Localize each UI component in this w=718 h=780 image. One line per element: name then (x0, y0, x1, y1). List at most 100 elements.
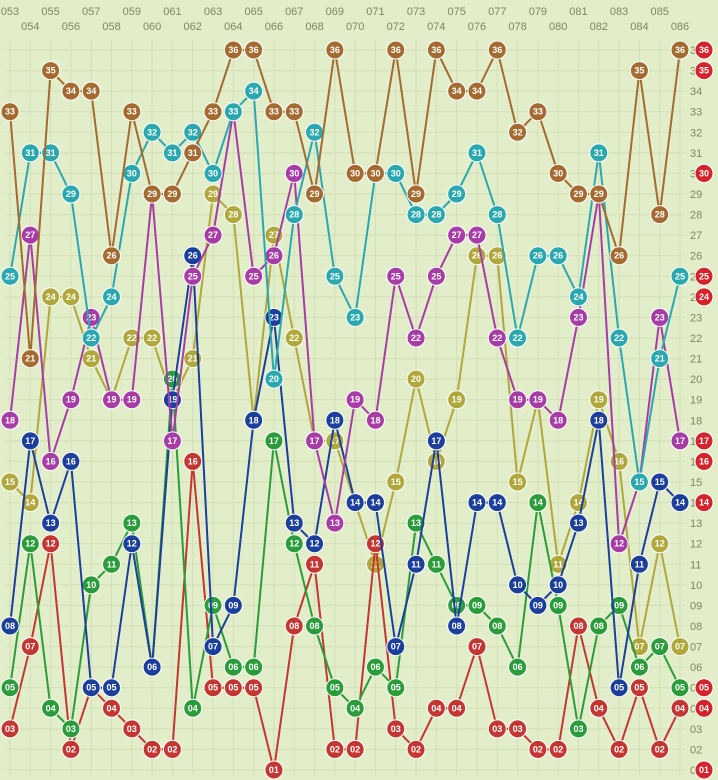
data-point-label: 04 (188, 703, 198, 713)
data-point-label: 17 (25, 436, 35, 446)
y-axis-label: 06 (690, 662, 702, 674)
x-axis-label: 067 (285, 6, 303, 18)
y-axis-label: 10 (690, 580, 702, 592)
y-axis-label: 27 (690, 230, 702, 242)
data-point-label: 12 (289, 539, 299, 549)
data-point-label: 34 (452, 86, 462, 96)
data-point-label: 03 (513, 724, 523, 734)
data-point-label: 28 (655, 210, 665, 220)
data-point-label: 05 (249, 683, 259, 693)
data-point-label: 19 (533, 395, 543, 405)
data-point-label: 26 (107, 251, 117, 261)
data-point-label: 28 (411, 210, 421, 220)
data-point-label: 24 (46, 292, 56, 302)
data-point-label: 06 (513, 662, 523, 672)
data-point-label: 22 (411, 333, 421, 343)
data-point-label: 27 (452, 230, 462, 240)
data-point-label: 34 (472, 86, 482, 96)
data-point-label: 02 (614, 744, 624, 754)
data-point-label: 17 (431, 436, 441, 446)
data-point-label: 12 (25, 539, 35, 549)
data-point-label: 10 (513, 580, 523, 590)
data-point-label: 29 (167, 189, 177, 199)
data-point-label: 09 (208, 600, 218, 610)
data-point-label: 18 (249, 415, 259, 425)
data-point-label: 15 (391, 477, 401, 487)
data-point-label: 05 (228, 683, 238, 693)
data-point-label: 16 (188, 456, 198, 466)
data-point-label: 07 (675, 642, 685, 652)
data-point-label: 02 (330, 744, 340, 754)
data-point-label: 14 (492, 498, 502, 508)
y-axis-label: 08 (690, 621, 702, 633)
data-point-label: 02 (553, 744, 563, 754)
x-axis-label: 082 (590, 21, 608, 33)
data-point-label: 15 (655, 477, 665, 487)
y-axis-label: 02 (690, 744, 702, 756)
y-axis-label: 26 (690, 251, 702, 263)
data-point-label: 14 (370, 498, 380, 508)
data-point-label: 31 (46, 148, 56, 158)
series-teal: 2531312922243032313230333420283225233030… (1, 82, 689, 491)
data-point-label: 11 (411, 559, 421, 569)
data-point-label: 05 (86, 683, 96, 693)
data-point-label: 23 (573, 312, 583, 322)
y-axis-label: 18 (690, 415, 702, 427)
x-axis-label: 065 (244, 6, 262, 18)
data-point-label: 28 (228, 210, 238, 220)
data-point-label: 35 (634, 66, 644, 76)
right-marker-label: 14 (699, 498, 709, 508)
data-point-label: 22 (127, 333, 137, 343)
data-point-label: 04 (46, 703, 56, 713)
data-point-label: 09 (553, 600, 563, 610)
data-point-label: 29 (147, 189, 157, 199)
x-axis-label: 085 (651, 6, 669, 18)
x-axis-label: 073 (407, 6, 425, 18)
data-point-label: 22 (513, 333, 523, 343)
data-point-label: 19 (107, 395, 117, 405)
data-point-label: 34 (66, 86, 76, 96)
data-point-label: 13 (127, 518, 137, 528)
data-point-label: 14 (472, 498, 482, 508)
y-axis-label: 19 (690, 395, 702, 407)
right-marker-label: 16 (699, 456, 709, 466)
data-point-label: 30 (350, 168, 360, 178)
data-point-label: 18 (594, 415, 604, 425)
data-point-label: 18 (370, 415, 380, 425)
x-axis-label: 059 (123, 6, 141, 18)
data-point-label: 31 (167, 148, 177, 158)
series-line (10, 112, 680, 544)
data-point-label: 14 (350, 498, 360, 508)
data-point-label: 11 (432, 559, 442, 569)
data-point-label: 17 (269, 436, 279, 446)
data-point-label: 08 (573, 621, 583, 631)
data-point-label: 33 (5, 107, 15, 117)
data-point-label: 02 (655, 744, 665, 754)
data-point-label: 22 (86, 333, 96, 343)
data-point-label: 12 (655, 539, 665, 549)
data-point-label: 30 (289, 168, 299, 178)
data-point-label: 13 (46, 518, 56, 528)
data-point-label: 02 (66, 744, 76, 754)
data-point-label: 05 (634, 683, 644, 693)
data-point-label: 33 (533, 107, 543, 117)
data-point-label: 20 (411, 374, 421, 384)
chart-svg: 0530540550560570580590600610620630640650… (0, 0, 718, 780)
y-axis-label: 33 (690, 107, 702, 119)
data-point-label: 36 (228, 45, 238, 55)
data-point-label: 36 (492, 45, 502, 55)
x-axis-label: 070 (346, 21, 364, 33)
data-point-label: 30 (370, 168, 380, 178)
right-marker-label: 36 (699, 45, 709, 55)
data-point-label: 25 (188, 271, 198, 281)
data-point-label: 32 (310, 127, 320, 137)
data-point-label: 25 (249, 271, 259, 281)
data-point-label: 10 (86, 580, 96, 590)
x-axis-label: 057 (82, 6, 100, 18)
data-point-label: 29 (208, 189, 218, 199)
y-axis-label: 12 (690, 539, 702, 551)
x-axis-label: 081 (569, 6, 587, 18)
data-point-label: 12 (46, 539, 56, 549)
x-axis-label: 054 (21, 21, 39, 33)
data-point-label: 28 (492, 210, 502, 220)
